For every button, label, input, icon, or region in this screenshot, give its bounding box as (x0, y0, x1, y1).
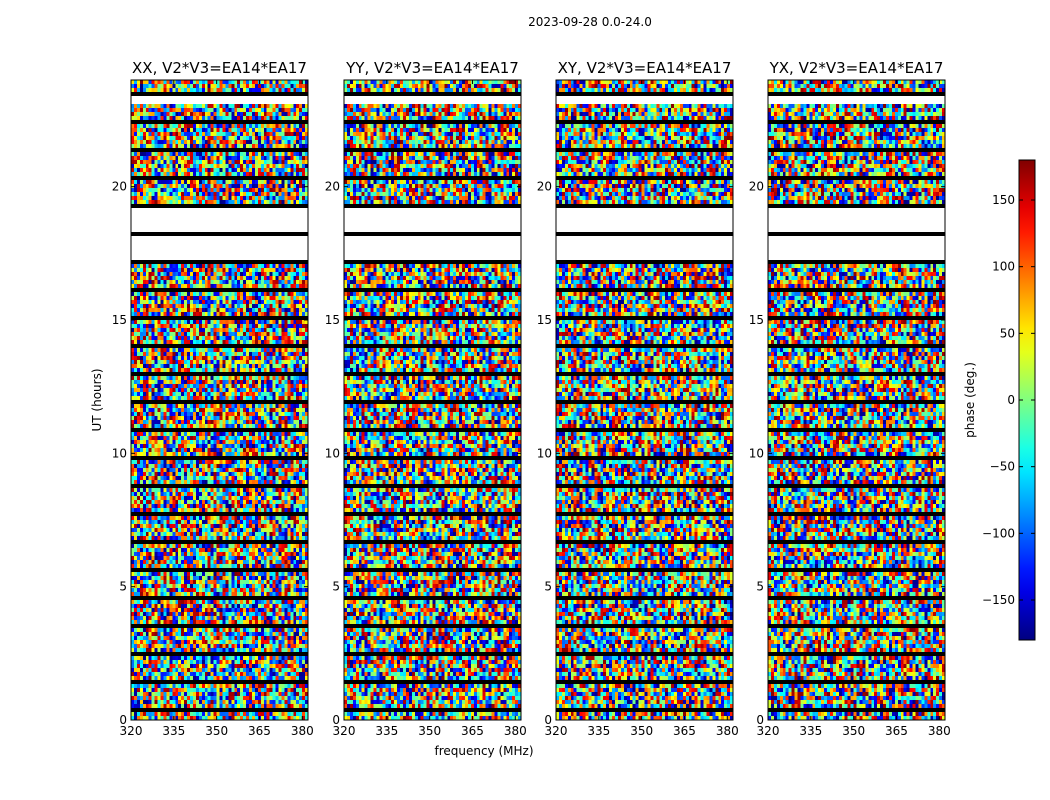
colorbar-tick-label: −150 (982, 593, 1015, 607)
x-axis-label: frequency (MHz) (434, 744, 533, 758)
panels: XX, V2*V3=EA14*EA17 320 335 350 365 380 0 5 10 15… (112, 59, 951, 738)
x-tick-label: 365 (885, 724, 908, 738)
colorbar-tick-label: 50 (1000, 326, 1015, 340)
panel-3: YX, V2*V3=EA14*EA17 320 335 350 365 380 0 5 10 15… (749, 59, 951, 738)
y-tick-label: 15 (325, 313, 340, 327)
y-tick-label: 0 (756, 713, 764, 727)
y-tick-label: 20 (749, 180, 764, 194)
x-tick-label: 350 (630, 724, 653, 738)
y-axis-label: UT (hours) (90, 368, 104, 431)
heatmap-image (768, 80, 945, 720)
panel-title: YY, V2*V3=EA14*EA17 (345, 59, 519, 77)
colorbar-tick-label: 0 (1007, 393, 1015, 407)
panel-frame (555, 79, 734, 721)
x-tick-label: 380 (504, 724, 527, 738)
y-tick-label: 20 (537, 180, 552, 194)
y-tick-label: 15 (112, 313, 127, 327)
panel-frame (343, 79, 522, 721)
figure-title: 2023-09-28 0.0-24.0 (528, 15, 652, 29)
y-tick-label: 15 (537, 313, 552, 327)
panel-1: YY, V2*V3=EA14*EA17 320 335 350 365 380 0 5 10 15… (325, 59, 527, 738)
y-tick-label: 0 (332, 713, 340, 727)
x-tick-label: 380 (291, 724, 314, 738)
colorbar-tick-label: 100 (992, 260, 1015, 274)
y-tick-label: 0 (544, 713, 552, 727)
panel-title: XX, V2*V3=EA14*EA17 (132, 59, 307, 77)
panel-title: YX, V2*V3=EA14*EA17 (769, 59, 944, 77)
x-tick-label: 365 (248, 724, 271, 738)
colorbar-tick-label: −100 (982, 526, 1015, 540)
y-tick-label: 10 (749, 446, 764, 460)
x-tick-label: 365 (673, 724, 696, 738)
y-tick-label: 0 (119, 713, 127, 727)
x-tick-label: 350 (418, 724, 441, 738)
x-tick-label: 320 (120, 724, 143, 738)
heatmap-image (556, 80, 733, 720)
heatmap-image (131, 80, 308, 720)
x-tick-label: 350 (842, 724, 865, 738)
x-tick-label: 320 (333, 724, 356, 738)
heatmap-image (344, 80, 521, 720)
x-tick-label: 380 (716, 724, 739, 738)
y-tick-label: 15 (749, 313, 764, 327)
y-tick-label: 10 (537, 446, 552, 460)
x-tick-label: 335 (162, 724, 185, 738)
colorbar-tick-label: −50 (990, 460, 1015, 474)
x-tick-label: 380 (928, 724, 951, 738)
x-tick-label: 365 (461, 724, 484, 738)
y-tick-label: 5 (544, 580, 552, 594)
panel-title: XY, V2*V3=EA14*EA17 (558, 59, 732, 77)
panel-frame (130, 79, 309, 721)
y-tick-label: 10 (325, 446, 340, 460)
x-tick-label: 350 (205, 724, 228, 738)
panel-2: XY, V2*V3=EA14*EA17 320 335 350 365 380 0 5 10 15… (537, 59, 739, 738)
x-tick-label: 335 (799, 724, 822, 738)
y-tick-label: 5 (119, 580, 127, 594)
y-tick-label: 5 (756, 580, 764, 594)
panel-frame (767, 79, 946, 721)
x-tick-label: 335 (587, 724, 610, 738)
y-tick-label: 20 (112, 180, 127, 194)
y-tick-label: 10 (112, 446, 127, 460)
x-tick-label: 335 (375, 724, 398, 738)
colorbar: 150 100 50 0 −50 −100 −150 (982, 159, 1036, 641)
panel-0: XX, V2*V3=EA14*EA17 320 335 350 365 380 0 5 10 15… (112, 59, 314, 738)
colorbar-tick-label: 150 (992, 193, 1015, 207)
colorbar-label: phase (deg.) (963, 362, 977, 438)
y-tick-label: 20 (325, 180, 340, 194)
y-tick-label: 5 (332, 580, 340, 594)
x-tick-label: 320 (545, 724, 568, 738)
x-tick-label: 320 (757, 724, 780, 738)
